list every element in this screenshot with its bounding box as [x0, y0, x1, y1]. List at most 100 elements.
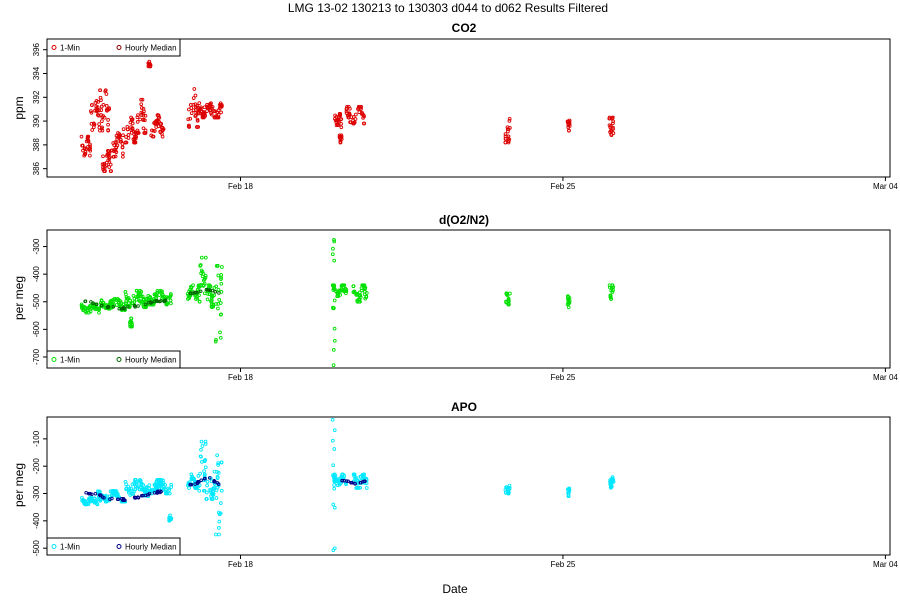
apo-y-tick-label: -400 — [32, 512, 41, 529]
o2n2-data-point — [566, 294, 570, 299]
co2-data-point — [125, 127, 130, 132]
co2-data-point — [113, 148, 118, 153]
apo-data-point — [199, 439, 204, 444]
co2-data-point — [503, 136, 508, 141]
apo-data-point — [199, 478, 203, 482]
apo-data-point — [218, 501, 223, 505]
o2n2-data-point — [157, 293, 162, 297]
apo-data-point — [129, 486, 133, 491]
co2-data-point — [200, 112, 205, 117]
o2n2-data-point — [188, 291, 193, 295]
apo-data-point — [610, 475, 615, 479]
co2-series-one-min — [79, 59, 616, 173]
o2n2-data-point — [97, 310, 101, 315]
co2-data-point — [338, 135, 343, 140]
apo-panel: APO per meg -100 -200 -300 -400 -500 Feb 18 Fe… — [12, 400, 898, 569]
o2n2-data-point — [197, 299, 202, 304]
co2-data-point — [213, 109, 218, 114]
o2n2-data-point — [85, 308, 90, 313]
apo-data-point — [507, 483, 512, 488]
apo-data-point — [144, 486, 148, 491]
apo-data-point — [200, 444, 205, 448]
o2n2-data-point — [141, 300, 145, 305]
o2n2-data-point — [189, 284, 193, 289]
co2-data-point — [361, 116, 365, 120]
apo-data-point — [205, 479, 210, 484]
apo-data-point — [216, 461, 220, 465]
co2-data-point — [121, 154, 125, 159]
apo-data-point — [103, 499, 108, 504]
apo-data-point — [354, 486, 359, 490]
apo-data-point — [160, 486, 164, 491]
apo-data-point — [169, 485, 174, 489]
o2n2-data-point — [208, 288, 212, 292]
co2-data-point — [566, 119, 570, 124]
co2-data-point — [348, 120, 352, 124]
apo-data-point — [350, 481, 355, 485]
co2-legend: 1-Min Hourly Median — [46, 38, 181, 57]
o2n2-data-point — [168, 298, 173, 303]
o2n2-data-point — [203, 255, 208, 260]
co2-data-point — [141, 126, 146, 131]
o2n2-data-point — [162, 299, 166, 304]
co2-legend-marker — [51, 45, 57, 50]
co2-data-point — [195, 125, 199, 129]
o2n2-x-tick-label: Mar 04 — [873, 373, 898, 382]
o2n2-data-point — [219, 273, 224, 277]
apo-data-point — [123, 479, 128, 484]
o2n2-data-point — [136, 292, 141, 297]
o2n2-data-point — [99, 303, 104, 308]
co2-data-point — [216, 115, 221, 120]
apo-plot-frame — [46, 416, 891, 556]
apo-data-point — [167, 491, 172, 496]
o2n2-data-point — [118, 299, 123, 303]
co2-data-point — [101, 114, 106, 118]
o2n2-data-point — [124, 298, 129, 303]
o2n2-data-point — [363, 286, 367, 291]
co2-data-point — [150, 134, 155, 139]
apo-data-point — [216, 471, 221, 475]
apo-data-point — [93, 491, 98, 496]
apo-data-point — [188, 482, 192, 487]
co2-data-point — [132, 129, 136, 134]
co2-data-point — [339, 121, 343, 126]
co2-data-point — [135, 120, 140, 124]
apo-data-point — [219, 460, 224, 465]
co2-data-point — [216, 112, 221, 117]
co2-data-point — [354, 112, 358, 117]
co2-y-tick-label: 390 — [32, 114, 41, 128]
co2-data-point — [567, 128, 571, 133]
apo-data-point — [332, 479, 337, 483]
apo-data-point — [139, 481, 144, 486]
co2-data-point — [89, 110, 94, 115]
co2-data-point — [196, 125, 201, 129]
apo-data-point — [332, 447, 337, 451]
o2n2-data-point — [123, 290, 128, 294]
co2-data-point — [112, 154, 116, 159]
apo-data-point — [136, 495, 140, 499]
apo-data-point — [216, 483, 221, 488]
apo-data-point — [202, 475, 207, 480]
co2-data-point — [339, 125, 344, 130]
co2-data-point — [212, 109, 216, 114]
apo-legend-box — [46, 537, 181, 556]
o2n2-data-point — [609, 288, 614, 293]
o2n2-data-point — [124, 295, 129, 300]
apo-data-point — [126, 489, 131, 493]
co2-data-point — [195, 118, 200, 123]
o2n2-data-point — [107, 301, 112, 306]
apo-data-point — [189, 476, 194, 481]
o2n2-data-point — [131, 293, 136, 298]
apo-data-point — [352, 474, 357, 478]
co2-data-point — [193, 93, 198, 98]
apo-data-point — [133, 478, 137, 482]
apo-data-point — [214, 488, 219, 493]
o2n2-data-point — [199, 255, 204, 260]
apo-data-point — [217, 519, 222, 524]
o2n2-data-point — [220, 265, 224, 269]
apo-y-tick-label: -500 — [32, 540, 41, 557]
co2-data-point — [148, 64, 153, 69]
co2-data-point — [107, 106, 111, 110]
apo-data-point — [338, 481, 343, 486]
o2n2-data-point — [506, 297, 511, 302]
